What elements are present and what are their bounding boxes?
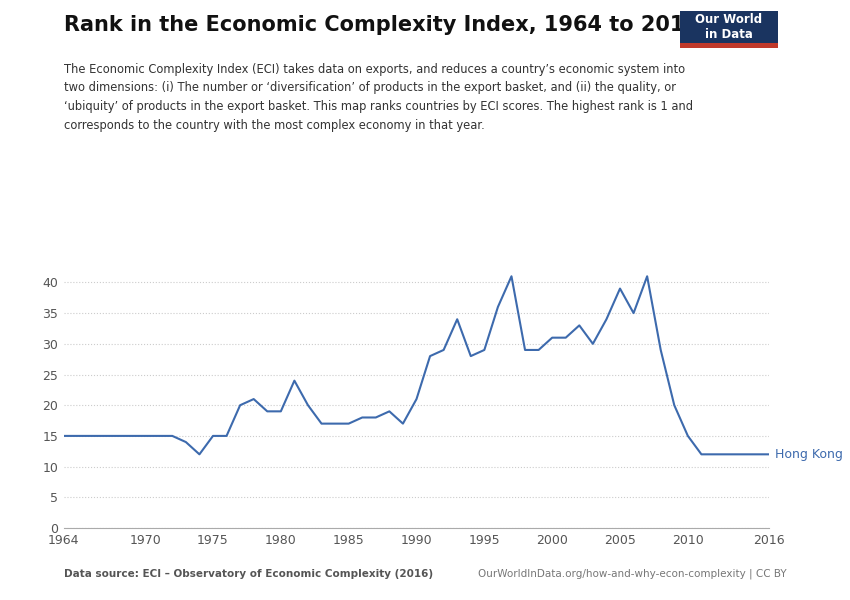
Text: Hong Kong: Hong Kong — [774, 448, 842, 461]
Text: The Economic Complexity Index (ECI) takes data on exports, and reduces a country: The Economic Complexity Index (ECI) take… — [64, 63, 693, 131]
Text: Rank in the Economic Complexity Index, 1964 to 2016: Rank in the Economic Complexity Index, 1… — [64, 15, 699, 35]
Text: Our World
in Data: Our World in Data — [695, 13, 762, 41]
Text: Data source: ECI – Observatory of Economic Complexity (2016): Data source: ECI – Observatory of Econom… — [64, 569, 433, 579]
Text: OurWorldInData.org/how-and-why-econ-complexity | CC BY: OurWorldInData.org/how-and-why-econ-comp… — [478, 569, 786, 579]
